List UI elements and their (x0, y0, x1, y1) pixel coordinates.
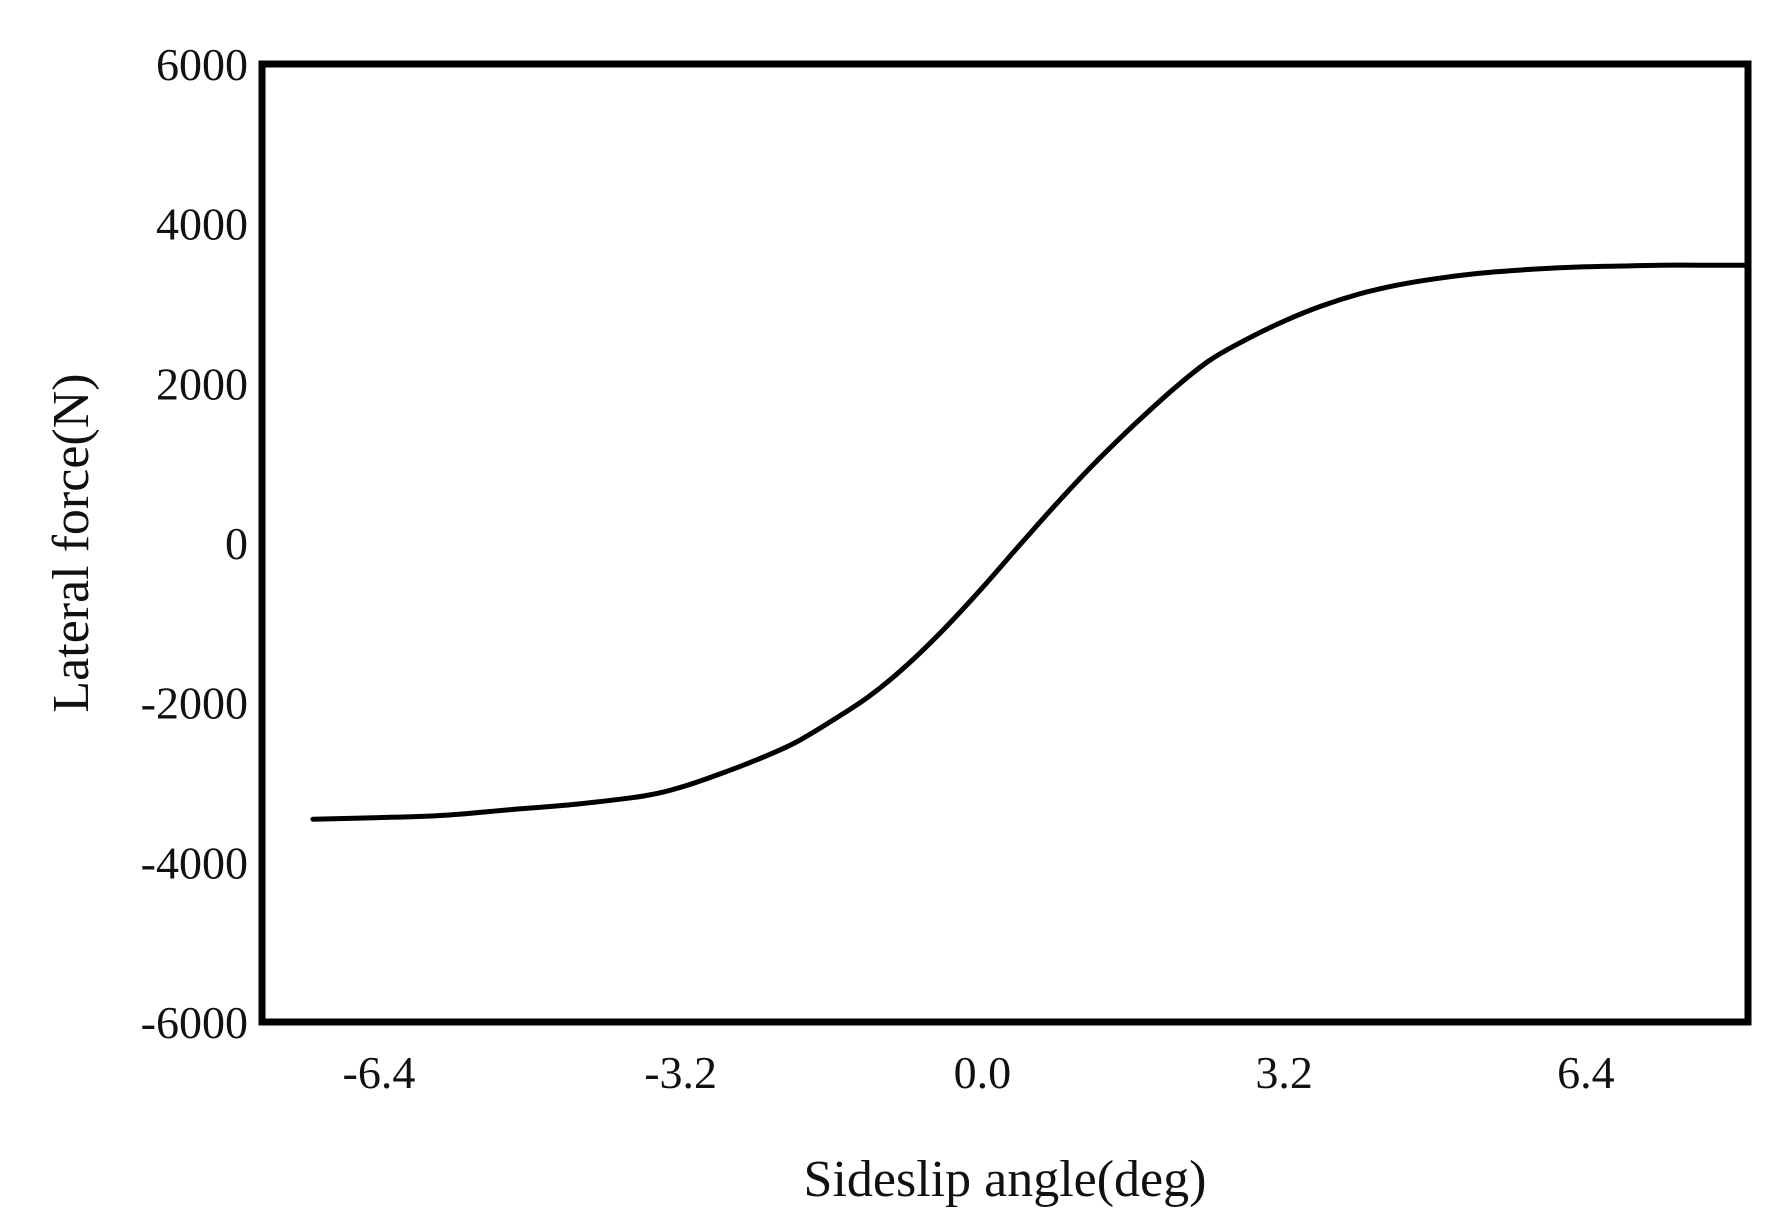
x-tick-label: 6.4 (1557, 1047, 1615, 1098)
y-tick-label: 4000 (156, 199, 248, 250)
y-tick-label: -2000 (141, 678, 248, 729)
x-tick-label: -6.4 (343, 1047, 416, 1098)
y-tick-label: -4000 (141, 837, 248, 888)
y-axis-ticks: 6000 4000 2000 0 -2000 -4000 -6000 (141, 39, 248, 1048)
y-tick-label: 0 (225, 518, 248, 569)
series-line (310, 262, 1751, 822)
y-axis-title: Lateral force(N) (43, 373, 100, 712)
x-tick-label: -3.2 (644, 1047, 717, 1098)
x-tick-label: 3.2 (1255, 1047, 1313, 1098)
plot-frame (258, 60, 1752, 1026)
x-axis-ticks: -6.4 -3.2 0.0 3.2 6.4 (343, 1047, 1615, 1098)
y-tick-label: 2000 (156, 358, 248, 409)
x-axis-title: Sideslip angle(deg) (804, 1151, 1207, 1208)
y-tick-label: -6000 (141, 997, 248, 1048)
y-tick-label: 6000 (156, 39, 248, 90)
x-tick-label: 0.0 (954, 1047, 1012, 1098)
